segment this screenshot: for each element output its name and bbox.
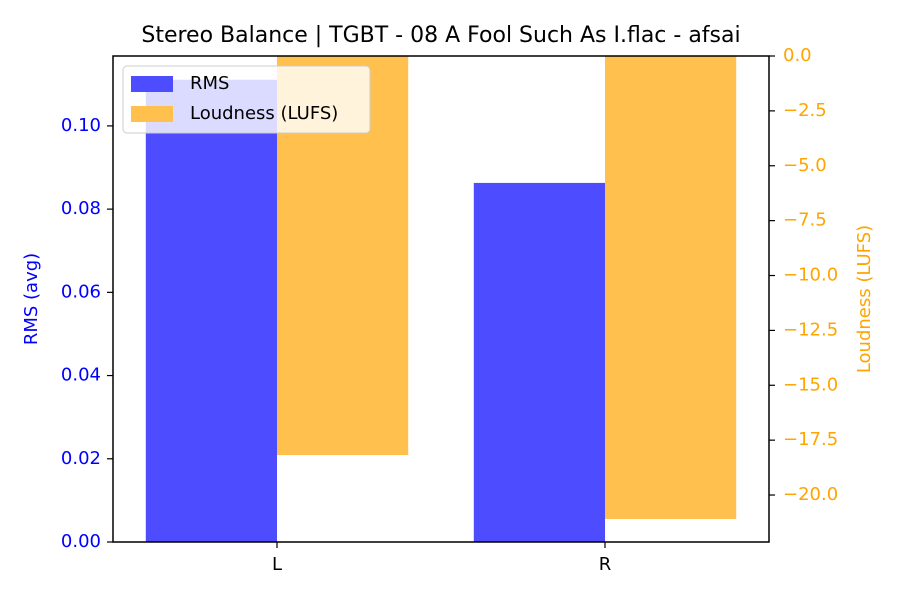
legend-label: Loudness (LUFS) [190, 103, 338, 124]
y-tick-label: 0.10 [61, 115, 101, 136]
y2-tick-label: −5.0 [783, 155, 827, 176]
y-tick-label: 0.06 [61, 281, 101, 302]
bar [145, 79, 277, 542]
legend-box [122, 65, 371, 134]
bar [605, 56, 737, 519]
y2-tick-label: −2.5 [783, 100, 827, 121]
y-tick-label: 0.02 [61, 448, 101, 469]
y2-tick-label: −12.5 [783, 319, 838, 340]
y-tick-label: 0.08 [61, 198, 101, 219]
y2-tick-label: −10.0 [783, 265, 838, 286]
y2-tick-label: −15.0 [783, 374, 838, 395]
legend-swatch [131, 76, 173, 92]
y2-tick-label: −17.5 [783, 429, 838, 450]
y-axis-label: RMS (avg) [21, 253, 42, 345]
y2-tick-label: −7.5 [783, 210, 827, 231]
y2-tick-label: −20.0 [783, 484, 838, 505]
y-tick-label: 0.04 [61, 365, 101, 386]
y-tick-label: 0.00 [61, 531, 101, 552]
chart-title: Stereo Balance | TGBT - 08 A Fool Such A… [141, 23, 740, 48]
x-tick-label: L [272, 554, 282, 575]
bar [473, 182, 605, 542]
legend-label: RMS [190, 73, 229, 94]
y2-axis-label: Loudness (LUFS) [854, 225, 875, 373]
legend-swatch [131, 106, 173, 122]
x-tick-label: R [599, 554, 612, 575]
axes-frame [112, 55, 770, 543]
y2-tick-label: 0.0 [783, 45, 812, 66]
